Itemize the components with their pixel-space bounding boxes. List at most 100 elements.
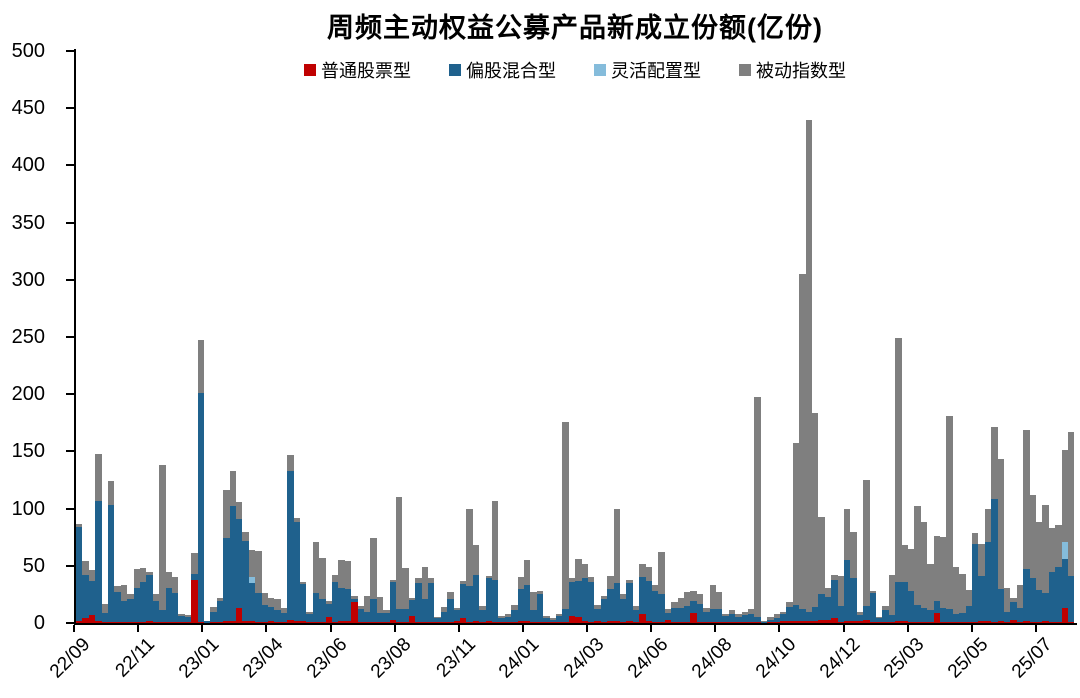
- bar: [114, 586, 121, 623]
- bar-segment-被动指数型: [652, 585, 659, 591]
- bar: [82, 561, 89, 623]
- bar-segment-被动指数型: [863, 480, 870, 606]
- bar: [645, 566, 652, 623]
- bar-segment-普通股票型: [850, 620, 857, 623]
- bar-segment-被动指数型: [114, 586, 121, 593]
- bar-segment-偏股混合型: [415, 582, 422, 622]
- bar: [978, 544, 985, 623]
- bar-segment-普通股票型: [351, 602, 358, 623]
- bar-segment-普通股票型: [434, 621, 441, 623]
- bar-segment-普通股票型: [581, 620, 588, 623]
- bar-segment-偏股混合型: [914, 604, 921, 622]
- bar-segment-偏股混合型: [460, 584, 467, 619]
- bar: [344, 561, 352, 623]
- bar-segment-偏股混合型: [447, 599, 454, 622]
- bar-segment-被动指数型: [850, 531, 857, 579]
- bar-segment-偏股混合型: [908, 591, 915, 622]
- bar-segment-普通股票型: [876, 621, 883, 623]
- bar-segment-被动指数型: [812, 412, 819, 607]
- bar-segment-偏股混合型: [677, 608, 684, 622]
- bar-segment-普通股票型: [978, 620, 985, 623]
- bar: [133, 569, 140, 623]
- bar-segment-被动指数型: [351, 595, 358, 599]
- bar-segment-偏股混合型: [888, 615, 896, 622]
- bar-segment-被动指数型: [709, 585, 716, 610]
- bar-segment-普通股票型: [402, 621, 409, 623]
- x-tick-label: 23/11: [432, 634, 480, 682]
- bar: [767, 617, 774, 623]
- bar: [1029, 494, 1036, 623]
- bar: [812, 412, 819, 623]
- bar-segment-被动指数型: [101, 603, 108, 613]
- bar-segment-被动指数型: [895, 338, 902, 582]
- bar-segment-偏股混合型: [876, 618, 883, 622]
- bar-segment-被动指数型: [504, 613, 512, 618]
- bar-segment-普通股票型: [120, 621, 128, 623]
- bar: [389, 579, 396, 623]
- bar-segment-被动指数型: [511, 604, 518, 611]
- bar-segment-被动指数型: [703, 608, 710, 612]
- bar-segment-普通股票型: [383, 621, 390, 623]
- bar-segment-被动指数型: [127, 594, 134, 599]
- bar-segment-普通股票型: [229, 620, 236, 623]
- bar: [581, 563, 588, 623]
- y-tick-mark: [66, 393, 74, 395]
- bar-segment-偏股混合型: [754, 617, 761, 622]
- bar-segment-普通股票型: [325, 617, 332, 623]
- bar-segment-偏股混合型: [274, 610, 281, 622]
- bar-segment-普通股票型: [133, 621, 140, 623]
- legend-swatch-icon: [449, 64, 461, 76]
- bar-segment-普通股票型: [799, 620, 806, 623]
- bar-segment-被动指数型: [332, 574, 339, 582]
- bar-segment-被动指数型: [818, 516, 825, 595]
- y-tick-mark: [66, 508, 74, 510]
- bar: [492, 500, 499, 623]
- bar-segment-偏股混合型: [1023, 569, 1030, 621]
- legend-label: 偏股混合型: [466, 61, 556, 81]
- bar-segment-偏股混合型: [709, 609, 716, 622]
- bar-segment-偏股混合型: [543, 618, 550, 622]
- bar-segment-被动指数型: [479, 605, 486, 611]
- legend-swatch-icon: [304, 64, 316, 76]
- bar-segment-偏股混合型: [76, 526, 83, 621]
- bar: [120, 585, 128, 623]
- x-tick-mark: [970, 625, 973, 632]
- bar-segment-偏股混合型: [1036, 589, 1043, 622]
- x-tick-mark: [457, 625, 460, 632]
- bar: [447, 592, 454, 623]
- bar: [824, 587, 832, 623]
- bar-segment-普通股票型: [370, 621, 377, 623]
- bar-segment-被动指数型: [236, 501, 243, 519]
- bar-segment-普通股票型: [146, 620, 153, 623]
- bar: [600, 595, 608, 623]
- bar: [741, 611, 748, 623]
- bar-segment-偏股混合型: [293, 522, 300, 621]
- bar: [76, 523, 83, 623]
- bar: [863, 480, 870, 623]
- bar: [754, 396, 761, 623]
- bar-segment-偏股混合型: [402, 609, 409, 622]
- bar: [991, 427, 998, 623]
- bar-segment-普通股票型: [588, 621, 595, 623]
- bar-segment-普通股票型: [792, 620, 800, 623]
- bar-segment-被动指数型: [786, 602, 793, 607]
- bar-segment-普通股票型: [543, 621, 550, 623]
- bar-segment-普通股票型: [517, 620, 524, 623]
- bar-segment-灵活配置型: [248, 577, 256, 583]
- bar: [831, 574, 838, 623]
- bar-segment-被动指数型: [364, 595, 371, 612]
- x-tick-mark: [137, 625, 140, 632]
- bar: [671, 602, 678, 623]
- bar-segment-偏股混合型: [319, 599, 326, 622]
- bar-segment-偏股混合型: [620, 599, 627, 622]
- bar-segment-偏股混合型: [684, 605, 691, 622]
- bar: [517, 577, 524, 623]
- bar-segment-被动指数型: [837, 576, 844, 606]
- bar-segment-被动指数型: [402, 568, 409, 610]
- bar-segment-被动指数型: [965, 589, 972, 606]
- bar-segment-偏股混合型: [959, 612, 966, 622]
- bar-segment-普通股票型: [152, 621, 160, 623]
- bar-segment-被动指数型: [594, 604, 601, 610]
- bar-segment-偏股混合型: [364, 611, 371, 622]
- bar-segment-普通股票型: [690, 612, 697, 623]
